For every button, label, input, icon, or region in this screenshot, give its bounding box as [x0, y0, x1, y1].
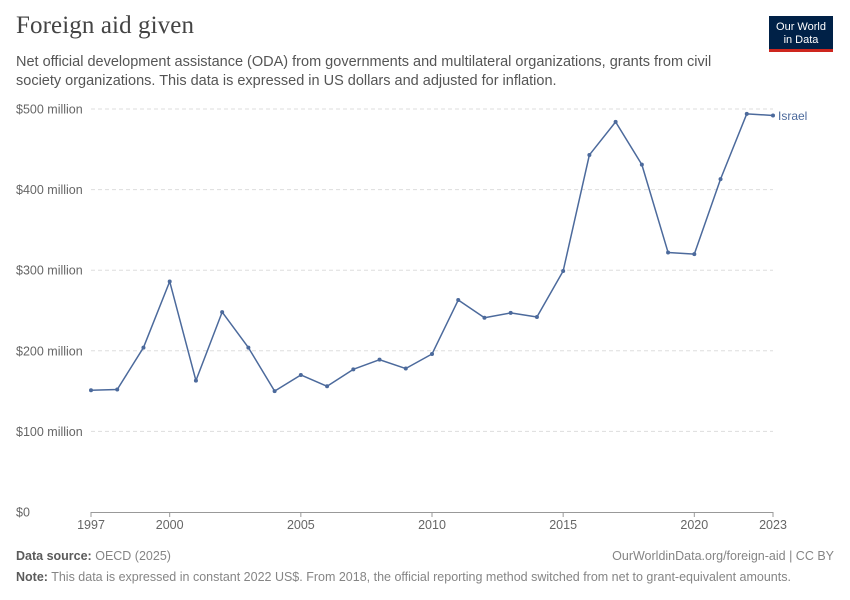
note-text: This data is expressed in constant 2022 …	[51, 570, 791, 584]
data-point[interactable]	[325, 384, 330, 389]
data-point[interactable]	[351, 367, 356, 372]
data-point[interactable]	[141, 345, 146, 350]
data-point[interactable]	[613, 119, 618, 124]
x-tick-label: 2010	[418, 518, 446, 532]
y-tick-label: $100 million	[16, 425, 83, 439]
data-source: Data source: OECD (2025)	[16, 549, 171, 563]
chart-title: Foreign aid given	[16, 12, 195, 39]
data-point[interactable]	[193, 378, 198, 383]
data-point[interactable]	[430, 352, 434, 357]
data-point[interactable]	[377, 357, 382, 362]
data-point[interactable]	[456, 298, 461, 303]
logo-line-2: in Data	[783, 33, 819, 46]
data-point[interactable]	[246, 345, 251, 350]
gridlines	[91, 108, 773, 432]
data-point[interactable]	[771, 113, 775, 118]
data-point[interactable]	[89, 388, 93, 393]
x-tick-label: 2020	[680, 518, 708, 532]
y-tick-label: $0	[16, 506, 30, 520]
y-tick-label: $500 million	[16, 103, 83, 117]
data-point[interactable]	[508, 310, 513, 315]
x-tick-label: 1997	[77, 518, 105, 532]
data-point[interactable]	[692, 252, 697, 257]
data-source-label: Data source:	[16, 549, 92, 563]
x-tick-label: 2000	[156, 518, 184, 532]
y-axis: $0 $100 million $200 million $300 million $4…	[16, 103, 83, 520]
logo-line-1: Our World	[776, 21, 826, 33]
data-source-value[interactable]: OECD (2025)	[95, 549, 171, 563]
owid-logo[interactable]: Our World in Data	[769, 16, 833, 52]
data-point[interactable]	[298, 372, 303, 377]
x-tick-label: 2015	[549, 518, 577, 532]
chart-note: Note: This data is expressed in constant…	[16, 570, 791, 584]
source-url-link[interactable]: OurWorldinData.org/foreign-aid | CC BY	[612, 549, 834, 563]
series-line-israel[interactable]	[90, 113, 774, 392]
y-tick-label: $300 million	[16, 264, 83, 278]
data-point[interactable]	[639, 162, 644, 167]
data-point[interactable]	[220, 310, 225, 315]
data-point[interactable]	[587, 152, 592, 157]
data-point[interactable]	[666, 250, 671, 255]
logo-accent-bar	[769, 49, 833, 52]
y-tick-label: $400 million	[16, 183, 83, 197]
x-tick-label: 2005	[287, 518, 315, 532]
data-point[interactable]	[403, 366, 408, 371]
chart-subtitle: Net official development assistance (ODA…	[16, 54, 712, 89]
data-point[interactable]	[744, 111, 749, 116]
series-layer: Israel	[89, 109, 807, 394]
data-point[interactable]	[718, 177, 723, 182]
data-point[interactable]	[534, 314, 539, 319]
x-axis: 1997 2000 2005 2010 2015 2020 2023	[77, 512, 787, 532]
data-point[interactable]	[561, 269, 566, 274]
data-point[interactable]	[272, 389, 277, 394]
y-tick-label: $200 million	[16, 344, 83, 358]
data-point[interactable]	[115, 387, 120, 392]
x-tick-label: 2023	[759, 518, 787, 532]
data-point[interactable]	[167, 279, 172, 284]
note-label: Note:	[16, 570, 48, 584]
series-label[interactable]: Israel	[778, 109, 807, 123]
data-point[interactable]	[482, 315, 487, 320]
